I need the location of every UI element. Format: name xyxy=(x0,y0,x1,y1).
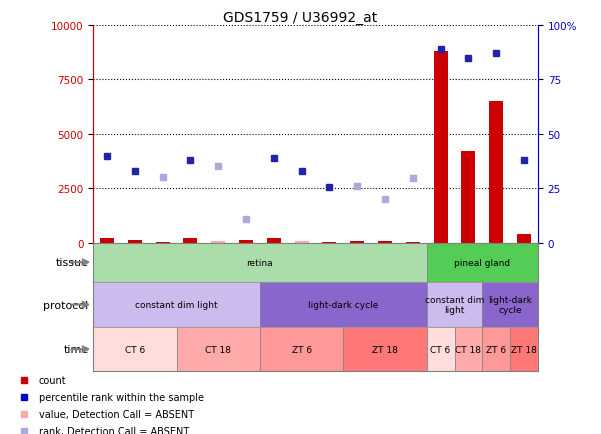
Bar xyxy=(260,328,343,371)
Text: light-dark cycle: light-dark cycle xyxy=(308,300,379,309)
Bar xyxy=(427,243,538,282)
Text: retina: retina xyxy=(246,258,273,267)
Bar xyxy=(156,242,169,243)
Text: tissue: tissue xyxy=(56,258,89,267)
Text: CT 6: CT 6 xyxy=(430,345,451,354)
Bar xyxy=(128,241,142,243)
Bar xyxy=(93,282,260,328)
Text: GDS1759 / U36992_at: GDS1759 / U36992_at xyxy=(224,11,377,25)
Bar xyxy=(510,328,538,371)
Text: CT 18: CT 18 xyxy=(205,345,231,354)
Text: protocol: protocol xyxy=(43,300,89,310)
Text: CT 18: CT 18 xyxy=(456,345,481,354)
Bar xyxy=(343,328,427,371)
Text: ZT 18: ZT 18 xyxy=(511,345,537,354)
Bar xyxy=(212,241,225,243)
Bar xyxy=(350,242,364,243)
Bar xyxy=(489,102,503,243)
Bar xyxy=(323,242,337,243)
Bar xyxy=(406,242,419,243)
Text: CT 6: CT 6 xyxy=(125,345,145,354)
Text: ZT 18: ZT 18 xyxy=(372,345,398,354)
Text: constant dim
light: constant dim light xyxy=(425,295,484,315)
Bar xyxy=(100,239,114,243)
Bar xyxy=(427,282,482,328)
Bar xyxy=(482,282,538,328)
Bar xyxy=(93,243,427,282)
Text: ZT 6: ZT 6 xyxy=(291,345,312,354)
Bar xyxy=(183,239,197,243)
Bar xyxy=(267,239,281,243)
Bar xyxy=(482,328,510,371)
Bar xyxy=(454,328,482,371)
Bar xyxy=(177,328,260,371)
Text: rank, Detection Call = ABSENT: rank, Detection Call = ABSENT xyxy=(38,427,189,434)
Bar xyxy=(239,240,253,243)
Text: pineal gland: pineal gland xyxy=(454,258,510,267)
Text: ZT 6: ZT 6 xyxy=(486,345,506,354)
Bar xyxy=(294,241,308,243)
Bar xyxy=(517,235,531,243)
Bar xyxy=(93,328,177,371)
Text: time: time xyxy=(64,345,89,354)
Bar xyxy=(462,152,475,243)
Text: light-dark
cycle: light-dark cycle xyxy=(488,295,532,315)
Text: constant dim light: constant dim light xyxy=(135,300,218,309)
Bar xyxy=(434,52,448,243)
Bar xyxy=(427,328,454,371)
Text: value, Detection Call = ABSENT: value, Detection Call = ABSENT xyxy=(38,410,194,420)
Text: count: count xyxy=(38,375,66,385)
Bar xyxy=(378,242,392,243)
Text: percentile rank within the sample: percentile rank within the sample xyxy=(38,392,204,402)
Bar xyxy=(260,282,427,328)
